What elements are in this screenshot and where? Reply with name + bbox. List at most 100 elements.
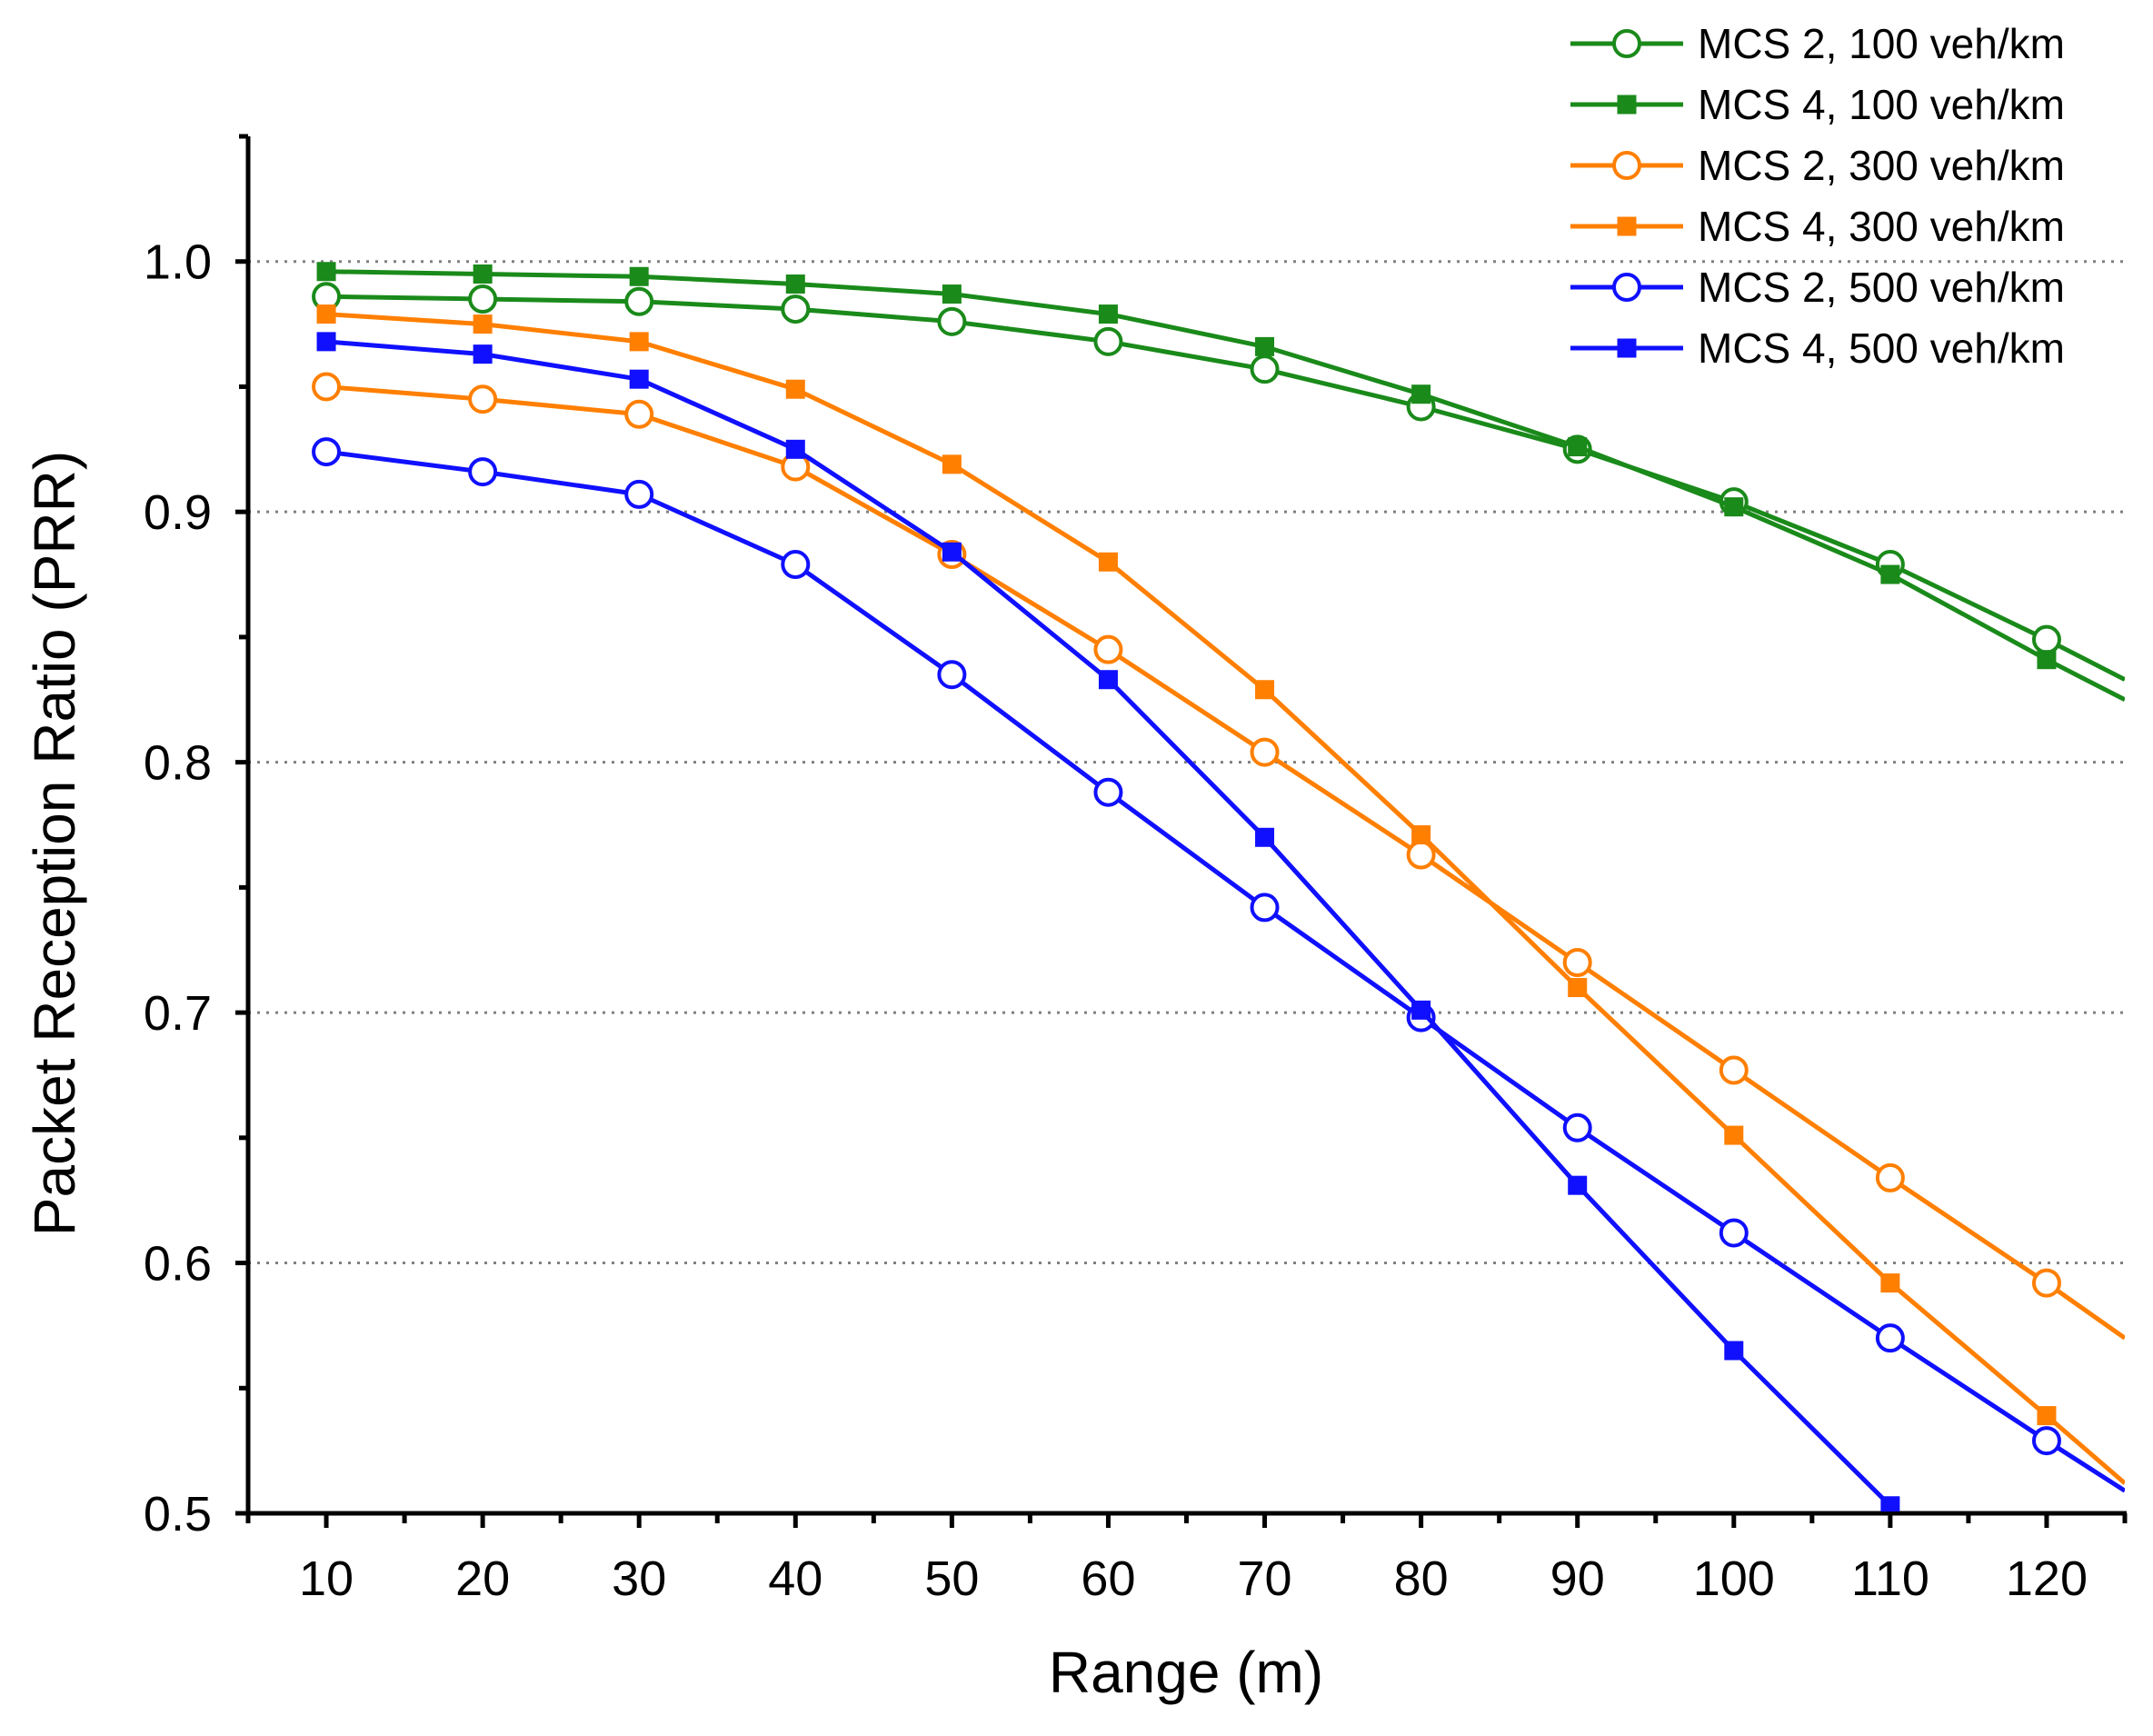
data-point <box>1562 948 1592 977</box>
data-point <box>312 372 342 402</box>
legend: MCS 2, 100 veh/km MCS 4, 100 veh/km MCS 2,… <box>1570 20 2065 372</box>
data-point <box>312 437 342 467</box>
legend-item: MCS 2, 300 veh/km <box>1570 142 2065 189</box>
series-mcs-2-500-veh-km <box>312 437 2125 1493</box>
data-point <box>1617 216 1637 236</box>
y-axis-title: Packet Reception Ratio (PRR) <box>22 451 87 1236</box>
data-point <box>1568 437 1588 457</box>
data-point <box>1411 1000 1431 1020</box>
data-point <box>1617 95 1637 115</box>
x-tick-label: 100 <box>1693 1551 1775 1606</box>
data-point <box>473 314 493 334</box>
series-mcs-4-500-veh-km <box>316 332 1900 1512</box>
data-point <box>1098 304 1118 324</box>
data-point <box>2037 650 2057 670</box>
data-point <box>2037 1406 2057 1426</box>
data-point <box>468 457 498 487</box>
data-point <box>2031 624 2061 654</box>
data-point <box>1562 1112 1592 1142</box>
data-point <box>1250 354 1280 384</box>
data-point <box>1568 1175 1588 1195</box>
data-point <box>1093 777 1123 807</box>
x-axis-title: Range (m) <box>1049 1640 1323 1705</box>
data-point <box>781 294 811 324</box>
series-layer <box>312 262 2125 1512</box>
y-tick-label: 0.9 <box>144 485 212 540</box>
y-tick-label: 1.0 <box>144 235 212 290</box>
data-point <box>473 264 493 284</box>
data-point <box>1250 893 1280 923</box>
grid-lines <box>248 260 2125 1265</box>
data-point <box>468 384 498 414</box>
data-point <box>1411 825 1431 845</box>
data-point <box>937 660 967 690</box>
data-point <box>1617 338 1637 358</box>
legend-item: MCS 2, 500 veh/km <box>1570 264 2065 311</box>
x-tick-label: 50 <box>924 1551 979 1606</box>
data-point <box>1098 670 1118 690</box>
data-point <box>629 332 649 352</box>
data-point <box>629 369 649 389</box>
data-point <box>2031 1268 2061 1298</box>
data-point <box>1724 497 1744 517</box>
data-point <box>1255 680 1275 700</box>
x-tick-label: 120 <box>2006 1551 2088 1606</box>
data-point <box>1612 273 1641 302</box>
y-tick-label: 0.8 <box>144 736 212 791</box>
x-tick-label: 10 <box>299 1551 354 1606</box>
series-mcs-2-300-veh-km <box>312 372 2125 1341</box>
data-point <box>629 266 649 286</box>
legend-label: MCS 2, 100 veh/km <box>1698 20 2065 67</box>
data-point <box>1724 1125 1744 1145</box>
data-point <box>1612 151 1641 180</box>
data-point <box>624 286 654 316</box>
legend-label: MCS 4, 300 veh/km <box>1698 203 2065 250</box>
data-point <box>1724 1341 1744 1361</box>
y-tick-label: 0.7 <box>144 986 212 1041</box>
data-point <box>624 479 654 509</box>
x-tick-label: 60 <box>1081 1551 1135 1606</box>
legend-label: MCS 4, 500 veh/km <box>1698 324 2065 372</box>
x-tick-label: 110 <box>1851 1551 1929 1606</box>
data-point <box>942 542 962 562</box>
data-point <box>473 344 493 364</box>
data-point <box>1093 326 1123 356</box>
data-point <box>1612 29 1641 58</box>
data-point <box>1719 1055 1749 1085</box>
data-point <box>316 332 336 352</box>
data-point <box>1880 1496 1900 1512</box>
data-point <box>785 439 805 459</box>
data-point <box>942 454 962 474</box>
legend-item: MCS 4, 300 veh/km <box>1570 203 2065 250</box>
data-point <box>1880 564 1900 584</box>
legend-label: MCS 2, 500 veh/km <box>1698 264 2065 311</box>
data-point <box>785 274 805 294</box>
data-point <box>1255 827 1275 847</box>
legend-label: MCS 4, 100 veh/km <box>1698 81 2065 128</box>
data-point <box>1093 634 1123 664</box>
data-point <box>316 304 336 324</box>
legend-item: MCS 4, 100 veh/km <box>1570 81 2065 128</box>
data-point <box>781 550 811 580</box>
data-point <box>468 284 498 314</box>
y-tick-label: 0.6 <box>144 1237 212 1292</box>
data-point <box>624 399 654 429</box>
x-tick-label: 70 <box>1238 1551 1292 1606</box>
data-point <box>937 306 967 336</box>
data-point <box>316 262 336 282</box>
x-tick-label: 90 <box>1550 1551 1605 1606</box>
data-point <box>942 284 962 304</box>
data-point <box>1719 1218 1749 1248</box>
data-point <box>1875 1162 1905 1192</box>
series-line <box>325 339 1892 1508</box>
data-point <box>2031 1426 2061 1456</box>
data-point <box>785 379 805 399</box>
x-tick-label: 20 <box>455 1551 510 1606</box>
x-tick-label: 40 <box>768 1551 822 1606</box>
data-point <box>1880 1273 1900 1293</box>
legend-item: MCS 4, 500 veh/km <box>1570 324 2065 372</box>
data-point <box>1098 552 1118 572</box>
legend-label: MCS 2, 300 veh/km <box>1698 142 2065 189</box>
ticks: 0.5 0.6 0.7 0.8 0.9 1.0 10 20 30 40 50 60 70 80 90 100 1… <box>144 134 2128 1606</box>
